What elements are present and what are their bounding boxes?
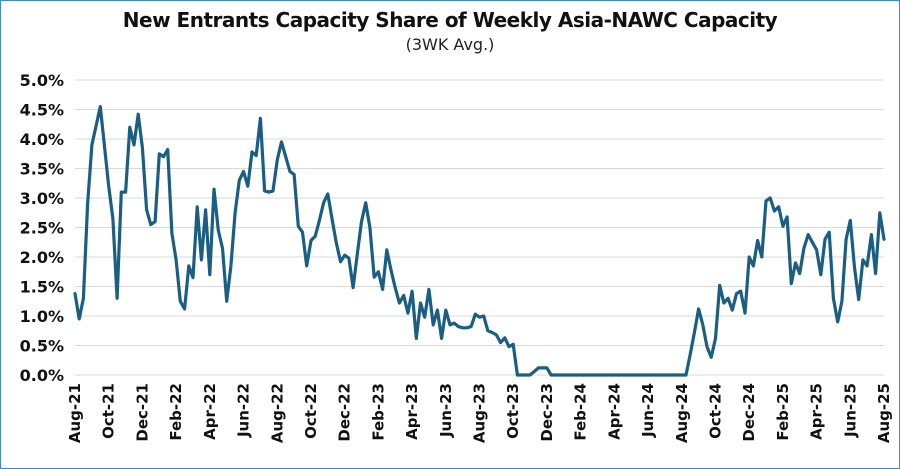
x-tick-label: Oct-22 <box>302 383 320 439</box>
x-tick-label: Jun-23 <box>437 383 455 438</box>
x-tick-label: Aug-25 <box>875 383 893 443</box>
series-group <box>73 104 886 377</box>
x-tick-label: Oct-23 <box>504 383 522 439</box>
y-tick-label: 3.0% <box>20 189 64 208</box>
y-tick-label: 0.5% <box>20 337 64 356</box>
x-tick-label: Feb-23 <box>369 383 387 441</box>
x-tick-label: Feb-22 <box>167 383 185 441</box>
x-axis-tick-labels: Aug-21 Oct-21 Dec-21 Feb-22 Apr-22 Jun-22 Aug-… <box>66 383 893 443</box>
x-tick-label: Jun-22 <box>235 383 253 438</box>
x-tick-label: Dec-22 <box>336 383 354 442</box>
y-tick-label: 2.0% <box>20 248 64 267</box>
x-tick-label: Aug-24 <box>673 383 691 443</box>
y-tick-label: 3.5% <box>20 160 64 179</box>
x-tick-label: Aug-22 <box>268 383 286 443</box>
chart-title: New Entrants Capacity Share of Weekly As… <box>122 8 778 32</box>
x-tick-label: Apr-23 <box>403 383 421 440</box>
x-tick-label: Dec-21 <box>133 383 151 442</box>
x-tick-label: Apr-24 <box>605 383 623 440</box>
chart-subtitle: (3WK Avg.) <box>405 35 495 54</box>
x-tick-label: Aug-23 <box>471 383 489 443</box>
y-tick-label: 5.0% <box>20 71 64 90</box>
y-tick-label: 4.5% <box>20 101 64 120</box>
y-tick-label: 0.0% <box>20 366 64 385</box>
series-line <box>73 104 886 377</box>
y-tick-label: 2.5% <box>20 219 64 238</box>
y-tick-label: 1.0% <box>20 307 64 326</box>
x-tick-label: Oct-21 <box>100 383 118 439</box>
x-tick-label: Dec-24 <box>740 383 758 442</box>
x-tick-label: Feb-24 <box>572 383 590 441</box>
x-tick-label: Apr-22 <box>201 383 219 440</box>
x-tick-label: Jun-24 <box>639 383 657 438</box>
x-tick-label: Jun-25 <box>841 383 859 438</box>
x-tick-label: Oct-24 <box>706 383 724 439</box>
y-tick-label: 1.5% <box>20 278 64 297</box>
x-tick-label: Apr-25 <box>808 383 826 440</box>
x-tick-label: Dec-23 <box>538 383 556 442</box>
x-tick-label: Aug-21 <box>66 383 84 443</box>
y-tick-label: 4.0% <box>20 130 64 149</box>
x-tick-label: Feb-25 <box>774 383 792 441</box>
y-axis-tick-labels: 0.0% 0.5% 1.0% 1.5% 2.0% 2.5% 3.0% 3.5% 4.0% 4.5%… <box>20 71 64 385</box>
